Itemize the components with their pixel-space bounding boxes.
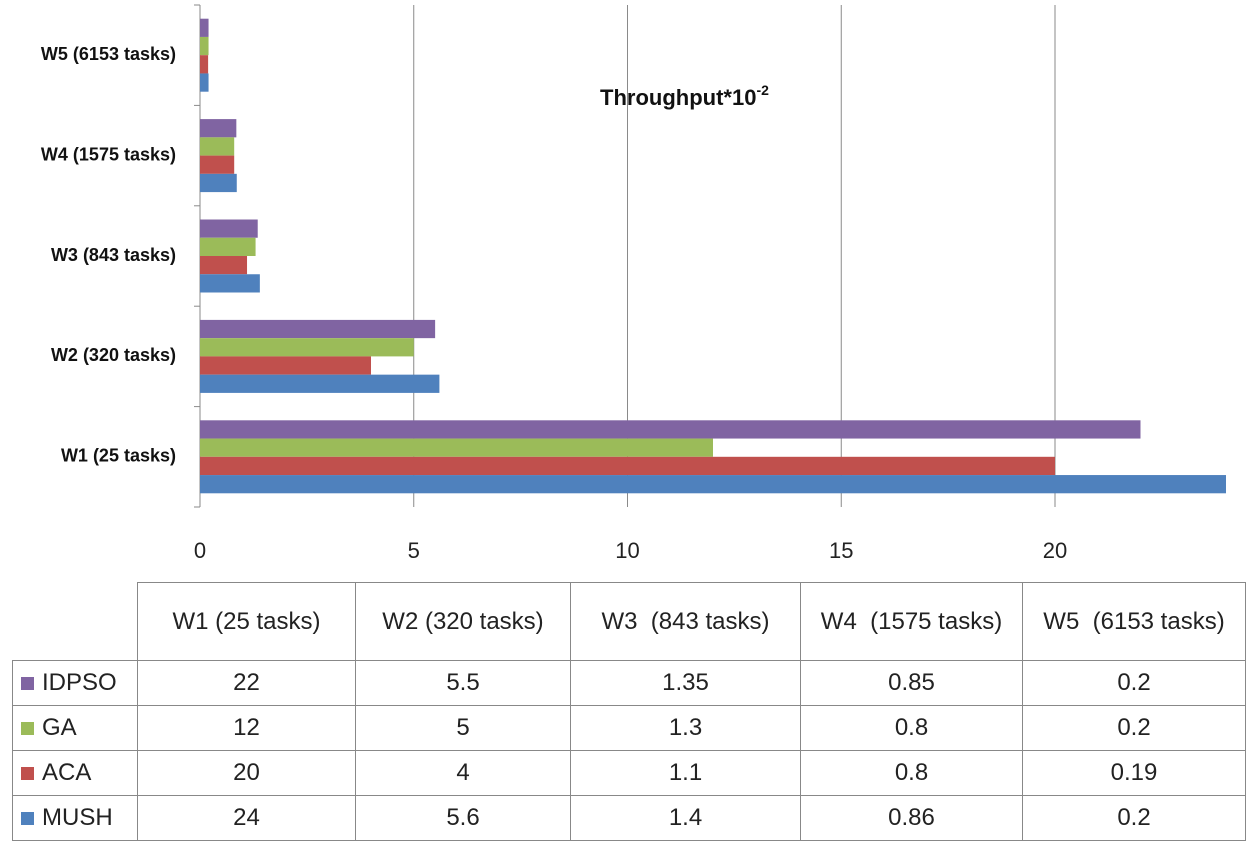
table-row-label: ACA: [12, 750, 138, 796]
legend-swatch: [21, 722, 34, 736]
bar: [200, 338, 414, 357]
table-header-row: W1 (25 tasks) W2 (320 tasks) W3 (843 tasks…: [12, 582, 1246, 661]
table-cell: 24: [137, 795, 356, 841]
table-cell: 0.2: [1022, 660, 1246, 706]
bar: [200, 237, 256, 256]
x-tick-label: 10: [615, 538, 639, 563]
bar: [200, 274, 260, 293]
table-header-cell: W4 (1575 tasks): [800, 582, 1023, 661]
legend-swatch: [21, 677, 34, 691]
bar: [200, 137, 235, 156]
bar: [200, 18, 209, 37]
y-tick-label: W1 (25 tasks): [61, 446, 176, 466]
bar: [200, 319, 436, 339]
legend-swatch: [21, 812, 34, 826]
table-cell: 0.19: [1022, 750, 1246, 796]
table-cell: 12: [137, 705, 356, 751]
table-header-cell: W5 (6153 tasks): [1022, 582, 1246, 661]
table-header-cell: W3 (843 tasks): [570, 582, 801, 661]
table-row: ACA 20 4 1.1 0.8 0.19: [12, 750, 1246, 796]
table-cell: 20: [137, 750, 356, 796]
bar: [200, 219, 258, 238]
legend-label: IDPSO: [42, 669, 117, 696]
table-cell: 1.35: [570, 660, 801, 706]
table-header-cell: W2 (320 tasks): [355, 582, 571, 661]
table-cell: 0.8: [800, 750, 1023, 796]
table-cell: 5: [355, 705, 571, 751]
table-cell: 0.85: [800, 660, 1023, 706]
bar: [200, 73, 209, 92]
bar: [200, 256, 248, 275]
bar: [200, 356, 371, 375]
bar: [200, 475, 1226, 494]
x-tick-label: 20: [1043, 538, 1067, 563]
table-cell: 0.2: [1022, 795, 1246, 841]
y-tick-label: W2 (320 tasks): [51, 345, 176, 365]
legend-label: MUSH: [42, 804, 113, 831]
y-tick-label: W5 (6153 tasks): [41, 44, 176, 64]
table-corner: [12, 582, 138, 661]
bar: [200, 155, 235, 174]
x-tick-label: 0: [194, 538, 206, 563]
table-cell: 1.3: [570, 705, 801, 751]
table-row: MUSH 24 5.6 1.4 0.86 0.2: [12, 795, 1246, 841]
bar: [200, 438, 713, 457]
table-cell: 22: [137, 660, 356, 706]
y-tick-label: W3 (843 tasks): [51, 245, 176, 265]
table-cell: 0.86: [800, 795, 1023, 841]
bar: [200, 173, 237, 193]
legend-swatch: [21, 767, 34, 781]
table-row: IDPSO 22 5.5 1.35 0.85 0.2: [12, 660, 1246, 706]
table-cell: 5.5: [355, 660, 571, 706]
y-tick-label: W4 (1575 tasks): [41, 144, 176, 164]
bar: [200, 119, 237, 138]
title-superscript: -2: [756, 82, 769, 98]
x-tick-label: 5: [408, 538, 420, 563]
table-row-label: IDPSO: [12, 660, 138, 706]
table-header-cell: W1 (25 tasks): [137, 582, 356, 661]
chart: Throughput*10-2 0 5 10 15 20 W1 (25 tasks) W2 …: [41, 4, 1226, 563]
data-table: W1 (25 tasks) W2 (320 tasks) W3 (843 tasks…: [12, 582, 1246, 841]
table-row-label: MUSH: [12, 795, 138, 841]
table-cell: 0.2: [1022, 705, 1246, 751]
table-cell: 1.1: [570, 750, 801, 796]
bar: [200, 420, 1141, 439]
table-cell: 5.6: [355, 795, 571, 841]
legend-label: GA: [42, 714, 77, 741]
table-cell: 1.4: [570, 795, 801, 841]
bar: [200, 374, 440, 393]
bar: [200, 456, 1055, 476]
bar: [200, 36, 209, 56]
title-main: Throughput*10: [600, 85, 756, 110]
chart-title: Throughput*10-2: [600, 82, 769, 110]
x-tick-label: 15: [829, 538, 853, 563]
table-cell: 4: [355, 750, 571, 796]
table-cell: 0.8: [800, 705, 1023, 751]
table-row-label: GA: [12, 705, 138, 751]
table-row: GA 12 5 1.3 0.8 0.2: [12, 705, 1246, 751]
legend-label: ACA: [42, 759, 92, 786]
bar: [200, 55, 209, 74]
